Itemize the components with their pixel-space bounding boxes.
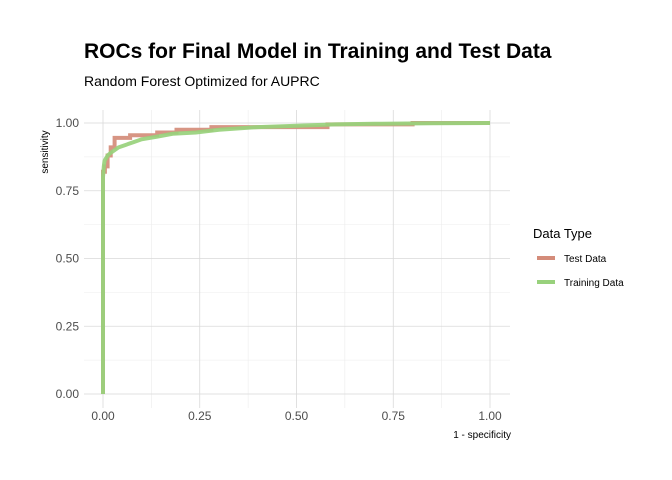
y-tick-label: 0.75 <box>56 184 80 198</box>
y-tick-label: 0.00 <box>56 387 80 401</box>
legend-title: Data Type <box>533 226 592 241</box>
y-axis-label: sensitivity <box>40 130 51 173</box>
chart-title: ROCs for Final Model in Training and Tes… <box>84 40 552 63</box>
series-lines <box>101 121 491 394</box>
legend-label: Test Data <box>564 254 607 265</box>
x-tick-labels: 0.00 0.25 0.50 0.75 1.00 <box>91 409 502 423</box>
x-tick-label: 1.00 <box>478 409 502 423</box>
x-axis-label: 1 - specificity <box>453 430 511 441</box>
roc-line-training-data <box>101 121 491 394</box>
legend: Data Type Test Data Training Data <box>533 226 624 289</box>
x-tick-label: 0.25 <box>188 409 212 423</box>
x-tick-label: 0.00 <box>91 409 115 423</box>
x-tick-label: 0.50 <box>285 409 309 423</box>
y-tick-labels: 0.00 0.25 0.50 0.75 1.00 <box>56 116 80 401</box>
chart-subtitle: Random Forest Optimized for AUPRC <box>84 73 320 89</box>
legend-label: Training Data <box>564 278 624 289</box>
y-tick-label: 0.50 <box>56 252 80 266</box>
grid <box>84 110 510 408</box>
x-tick-label: 0.75 <box>382 409 406 423</box>
y-tick-label: 0.25 <box>56 319 80 333</box>
y-tick-label: 1.00 <box>56 116 80 130</box>
